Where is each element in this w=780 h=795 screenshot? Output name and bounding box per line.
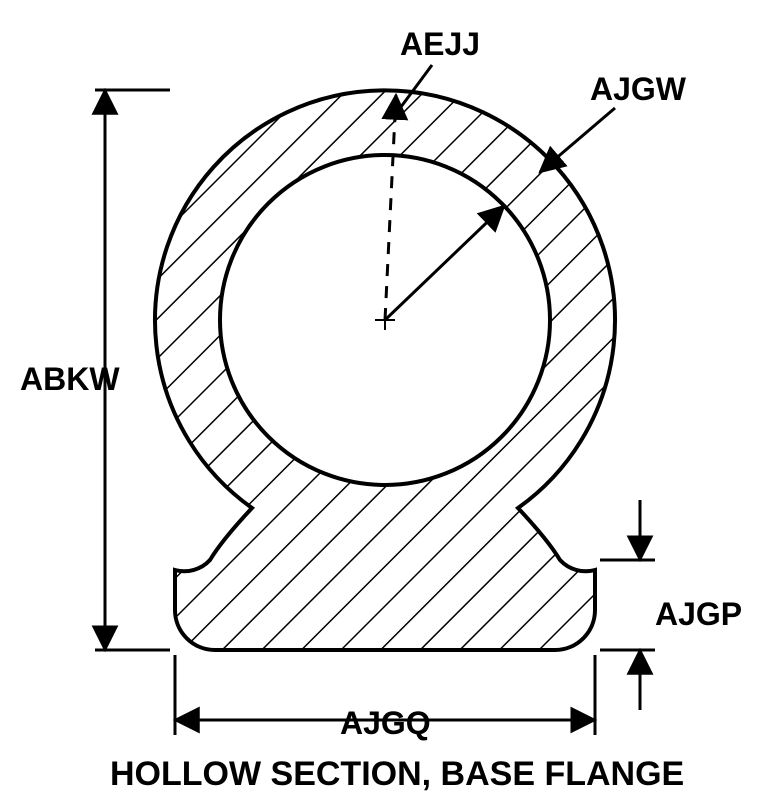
label-ajgp: AJGP: [655, 596, 742, 632]
label-ajgq: AJGQ: [340, 705, 431, 741]
diagram-canvas: AEJJ AJGW ABKW AJGP AJGQ HOLLOW SECTION,…: [0, 0, 780, 795]
ajgp-dimension: [600, 500, 655, 710]
ajgw-leader: [540, 108, 615, 172]
diagram-title: HOLLOW SECTION, BASE FLANGE: [110, 755, 684, 793]
label-aejj: AEJJ: [400, 26, 480, 62]
section-body: [155, 90, 615, 650]
label-ajgw: AJGW: [590, 71, 687, 107]
label-abkw: ABKW: [20, 361, 120, 397]
